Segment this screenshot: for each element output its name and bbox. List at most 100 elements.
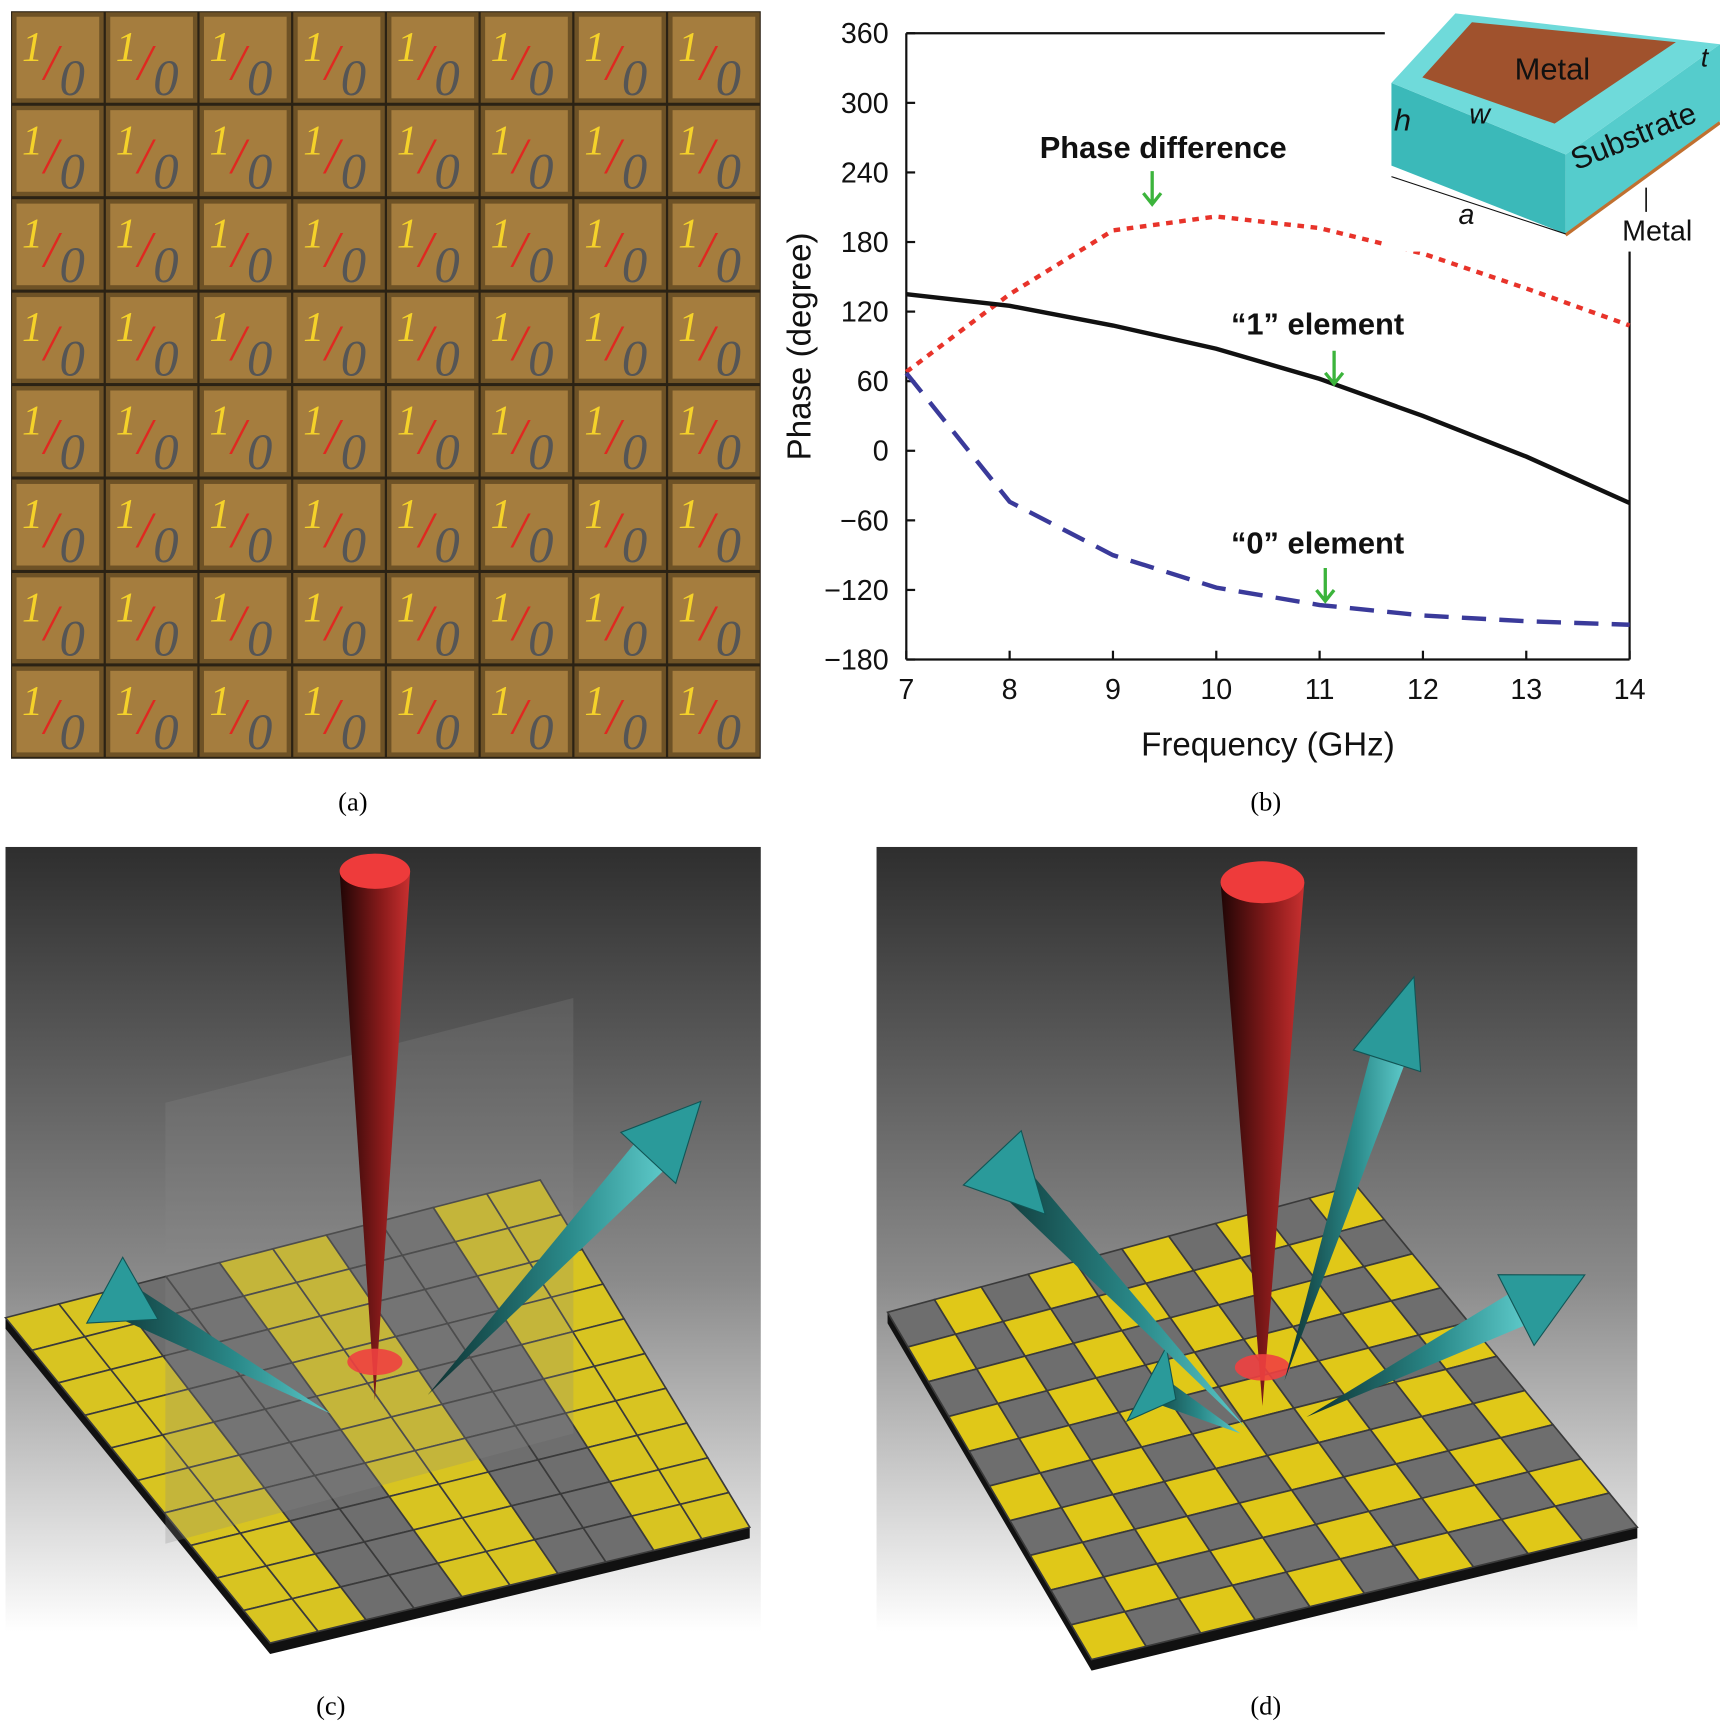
cell-slash: / (41, 128, 62, 184)
cell-slash: / (229, 315, 250, 371)
tile (297, 297, 381, 379)
tile (578, 670, 662, 753)
cell-one: 1 (303, 25, 324, 71)
cell-zero: 0 (716, 50, 741, 106)
tile (297, 110, 381, 192)
y-axis-label: Phase (degree) (781, 232, 818, 460)
cell-slash: / (416, 315, 437, 371)
tile (485, 390, 568, 473)
cell-zero: 0 (528, 517, 553, 573)
cell-one: 1 (678, 118, 699, 164)
caption: (b) (1250, 787, 1281, 817)
series-annotation: “0” element (1231, 526, 1404, 561)
cell-slash: / (603, 502, 624, 558)
x-tick-label: 7 (898, 674, 914, 706)
cell-one: 1 (209, 679, 230, 725)
tile (672, 203, 756, 286)
cell-slash: / (322, 408, 343, 464)
series-line (904, 371, 1630, 627)
cell-one: 1 (209, 118, 230, 164)
cell-slash: / (603, 35, 624, 91)
cell-zero: 0 (716, 330, 741, 386)
cell-slash: / (416, 35, 437, 91)
tile (16, 390, 100, 473)
cell-slash: / (135, 221, 156, 277)
cell-one: 1 (397, 25, 418, 71)
cell-slash: / (135, 35, 156, 91)
tile (391, 577, 475, 659)
arrow-head (1125, 1345, 1177, 1423)
cell-zero: 0 (716, 611, 741, 667)
panel-d (876, 846, 1639, 1671)
cell-slash: / (510, 221, 531, 277)
cell-one: 1 (22, 679, 43, 725)
tile (578, 203, 662, 286)
cell-one: 1 (491, 585, 512, 631)
cell-zero: 0 (153, 143, 178, 199)
cell-slash: / (229, 502, 250, 558)
x-axis-label: Frequency (GHz) (1141, 726, 1395, 763)
cell-one: 1 (397, 305, 418, 351)
cell-zero: 0 (434, 704, 459, 760)
cell-one: 1 (116, 118, 137, 164)
cell-zero: 0 (60, 237, 85, 293)
cell-one: 1 (209, 585, 230, 631)
panel-c (4, 846, 761, 1655)
tile (16, 110, 100, 192)
cell-slash: / (416, 689, 437, 745)
arrow-head (619, 1100, 702, 1185)
tile (578, 297, 662, 379)
tile (110, 390, 193, 473)
inset-label: w (1469, 99, 1492, 131)
cell-zero: 0 (528, 611, 553, 667)
cell-zero: 0 (434, 143, 459, 199)
arrow-head (962, 1129, 1046, 1216)
tile (485, 670, 568, 753)
tile (672, 577, 756, 659)
cell-zero: 0 (622, 237, 647, 293)
y-tick-label: −120 (824, 575, 889, 607)
tile (578, 110, 662, 192)
cell-slash: / (41, 221, 62, 277)
cell-zero: 0 (247, 517, 272, 573)
tile (297, 483, 381, 566)
cell-one: 1 (209, 399, 230, 445)
cell-zero: 0 (434, 50, 459, 106)
metal-top (1422, 22, 1676, 124)
cell-one: 1 (397, 118, 418, 164)
tile (391, 203, 475, 286)
tile (110, 483, 193, 566)
caption: (c) (316, 1691, 345, 1721)
cell-one: 1 (116, 25, 137, 71)
cell-one: 1 (209, 305, 230, 351)
x-tick-label: 9 (1105, 674, 1121, 706)
cell-one: 1 (209, 25, 230, 71)
cell-one: 1 (584, 399, 605, 445)
cell-slash: / (510, 408, 531, 464)
cell-slash: / (416, 502, 437, 558)
cell-one: 1 (116, 492, 137, 538)
tile (485, 483, 568, 566)
cell-slash: / (229, 35, 250, 91)
cell-one: 1 (22, 399, 43, 445)
tile (672, 670, 756, 753)
cell-zero: 0 (434, 424, 459, 480)
cell-zero: 0 (341, 143, 366, 199)
tile (391, 16, 475, 99)
cell-one: 1 (116, 679, 137, 725)
cell-one: 1 (397, 212, 418, 258)
cell-slash: / (322, 128, 343, 184)
x-tick-label: 11 (1305, 674, 1335, 706)
board-cell (1553, 1492, 1639, 1542)
cell-slash: / (322, 221, 343, 277)
cell-slash: / (229, 221, 250, 277)
caption: (d) (1250, 1691, 1281, 1721)
tile (391, 110, 475, 192)
cell-slash: / (135, 689, 156, 745)
y-tick-label: 180 (841, 227, 889, 259)
cell-one: 1 (116, 212, 137, 258)
cell-slash: / (603, 221, 624, 277)
cell-zero: 0 (528, 330, 553, 386)
cell-slash: / (229, 128, 250, 184)
tile (16, 577, 100, 659)
